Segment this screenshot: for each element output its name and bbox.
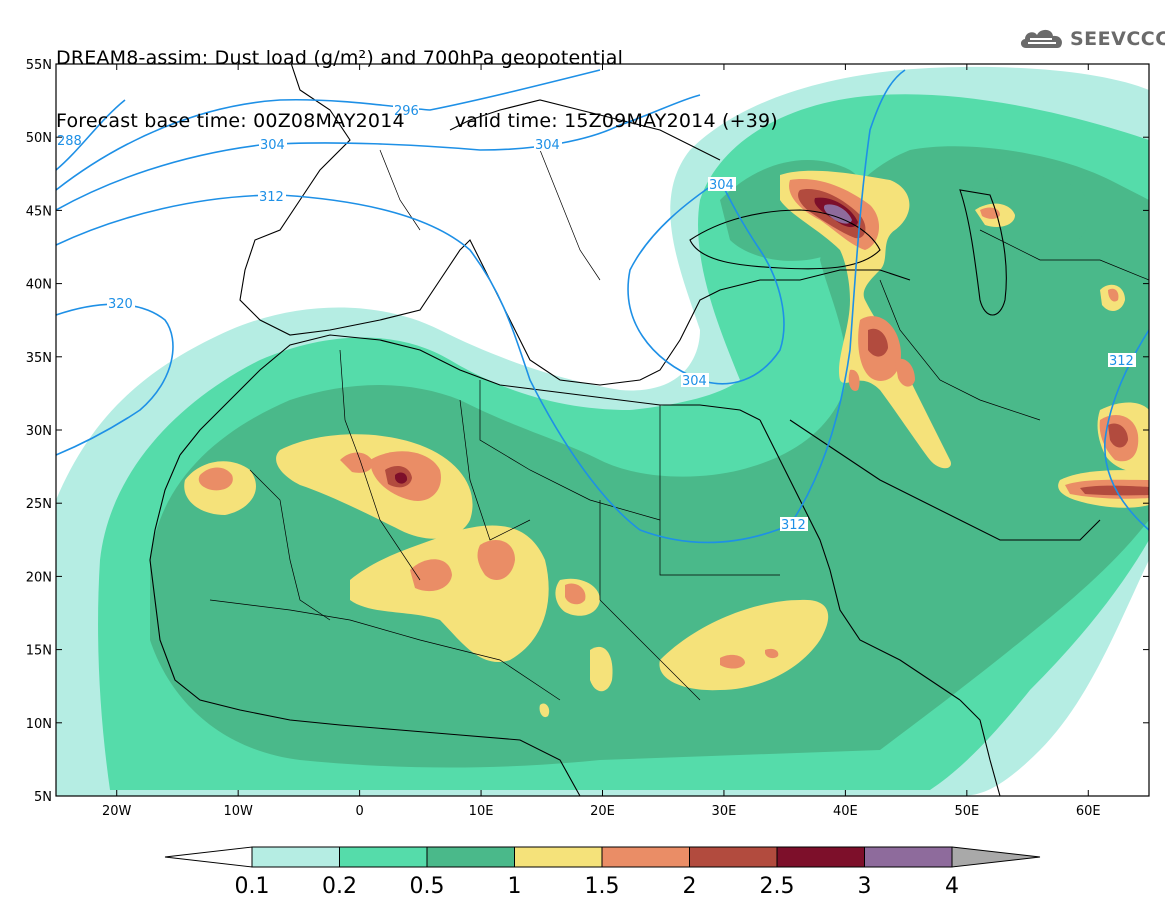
colorbar-upper-arrow <box>951 846 1041 868</box>
contour-label: 304 <box>709 178 734 193</box>
title-line-1: DREAM8-assim: Dust load (g/m²) and 700hP… <box>56 47 624 69</box>
lon-tick-label: 20E <box>590 804 615 819</box>
colorbar-label: 0.1 <box>235 874 270 899</box>
contour-label: 304 <box>260 138 285 153</box>
country-borders <box>209 149 1149 701</box>
contour-label: 320 <box>108 297 133 312</box>
colorbar-label: 4 <box>945 874 959 899</box>
contour-304-east <box>627 178 785 385</box>
colorbar-label: 2 <box>683 874 697 899</box>
lat-tick-label: 10N <box>26 717 52 732</box>
latitude-axis: 55N 50N 45N 40N 35N 30N 25N 20N 15N 10N 5N <box>26 58 1149 805</box>
contour-label: 296 <box>394 104 419 119</box>
contour-label: 312 <box>781 518 806 533</box>
lat-tick-label: 40N <box>26 278 52 293</box>
colorbar-label: 1 <box>508 874 522 899</box>
colorbar-label: 1.5 <box>585 874 620 899</box>
lat-tick-label: 35N <box>26 351 52 366</box>
contour-label: 304 <box>682 374 707 389</box>
lat-tick-label: 15N <box>26 644 52 659</box>
contour-label: 312 <box>259 190 284 205</box>
lat-tick-label: 55N <box>26 58 52 73</box>
colorbar-bin <box>689 846 778 868</box>
map-plot-area: 288 296 304 304 304 312 320 304 312 312 <box>56 64 1149 796</box>
colorbar-bin <box>776 846 865 868</box>
logo-text: SEEVCCC <box>1070 28 1165 50</box>
seevccc-logo: SEEVCCC <box>1018 24 1165 54</box>
contour-labels: 288 296 304 304 304 312 320 304 312 312 <box>56 103 1136 533</box>
lat-tick-label: 5N <box>34 790 52 805</box>
lat-tick-label: 20N <box>26 570 52 585</box>
contour-label: 304 <box>535 138 560 153</box>
contour-304 <box>56 94 701 211</box>
contour-288 <box>56 99 126 171</box>
lat-tick-label: 25N <box>26 497 52 512</box>
longitude-axis: 20W 10W 0 10E 20E 30E 40E 50E 60E <box>102 64 1101 819</box>
lat-tick-label: 45N <box>26 204 52 219</box>
colorbar: 0.1 0.2 0.5 1 1.5 2 2.5 3 4 <box>164 846 1041 899</box>
cloud-icon <box>1020 29 1063 48</box>
lon-tick-label: 50E <box>954 804 979 819</box>
lon-tick-label: 30E <box>712 804 737 819</box>
colorbar-label: 0.5 <box>410 874 445 899</box>
colorbar-bin <box>251 846 340 868</box>
contour-label: 288 <box>57 134 82 149</box>
contour-296 <box>56 69 601 191</box>
title-line-2: Forecast base time: 00Z08MAY2014 valid ti… <box>56 111 778 132</box>
map-title: DREAM8-assim: Dust load (g/m²) and 700hP… <box>56 6 778 153</box>
lon-tick-label: 60E <box>1076 804 1101 819</box>
valid-time: valid time: 15Z09MAY2014 (+39) <box>454 110 778 132</box>
dust-level-3 <box>823 204 852 224</box>
colorbar-bin <box>864 846 953 868</box>
colorbar-bin <box>514 846 603 868</box>
forecast-base-time: Forecast base time: 00Z08MAY2014 <box>56 110 405 132</box>
colorbar-bin <box>601 846 690 868</box>
lon-tick-label: 10E <box>469 804 494 819</box>
colorbar-lower-arrow <box>164 846 253 868</box>
colorbar-label: 3 <box>858 874 872 899</box>
dust-level-1.5 <box>198 179 1149 669</box>
contour-312 <box>56 69 906 544</box>
colorbar-label: 0.2 <box>322 874 357 899</box>
lon-tick-label: 20W <box>102 804 132 819</box>
lon-tick-label: 10W <box>223 804 253 819</box>
lon-tick-label: 0 <box>355 804 363 819</box>
lon-tick-label: 40E <box>833 804 858 819</box>
lat-tick-label: 50N <box>26 131 52 146</box>
colorbar-bin <box>426 846 515 868</box>
colorbar-label: 2.5 <box>760 874 795 899</box>
colorbar-bin <box>339 846 428 868</box>
lat-tick-label: 30N <box>26 424 52 439</box>
contour-label: 312 <box>1109 354 1134 369</box>
